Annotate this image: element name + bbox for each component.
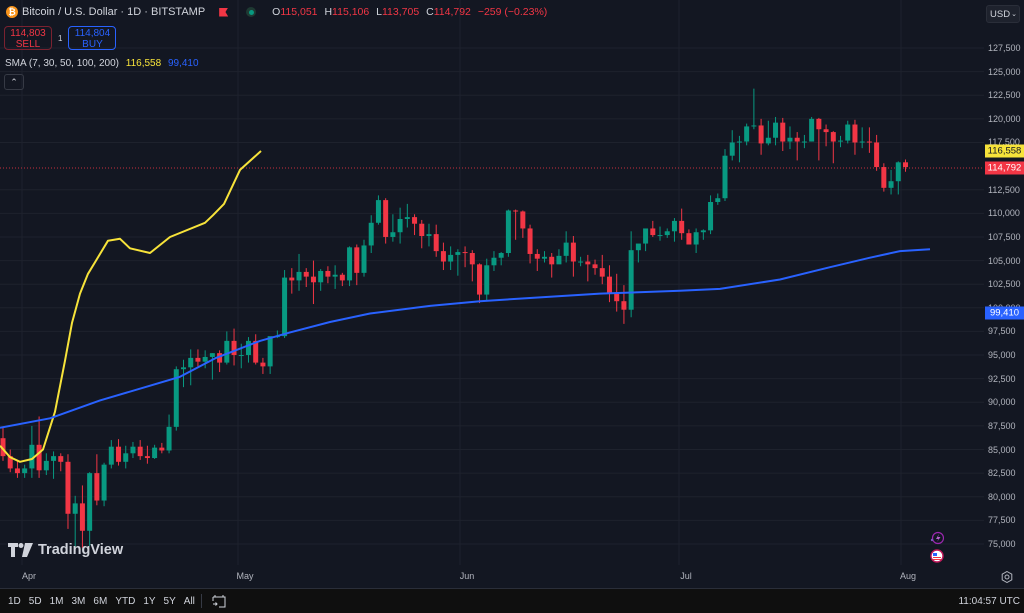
price-axis-label: 122,500 <box>988 90 1021 101</box>
toolbar-divider <box>201 594 202 608</box>
price-axis-label: 85,000 <box>988 444 1016 455</box>
collapse-legend-button[interactable]: ⌃ <box>4 74 24 90</box>
price-axis-label: 120,000 <box>988 113 1021 124</box>
spread-value: 1 <box>58 33 63 43</box>
time-axis-label: Jun <box>459 571 475 581</box>
price-axis-label: 117,500 <box>988 137 1020 148</box>
chevron-down-icon: ⌄ <box>1011 11 1017 18</box>
bottom-toolbar: 1D 5D 1M 3M 6M YTD 1Y 5Y All 11:04:57 UTC <box>0 588 1024 613</box>
change-value: −259 (−0.23%) <box>477 6 548 18</box>
flag-icon[interactable] <box>219 7 229 17</box>
price-axis-label: 92,500 <box>988 373 1016 384</box>
settings-gear-icon[interactable] <box>1001 571 1013 583</box>
buy-button[interactable]: 114,804 BUY <box>68 26 117 50</box>
price-axis-label: 95,000 <box>988 350 1016 361</box>
price-axis-label: 75,000 <box>988 539 1016 549</box>
price-badge: 114,792 <box>985 161 1024 175</box>
chevron-up-icon: ⌃ <box>10 77 18 87</box>
utc-clock[interactable]: 11:04:57 UTC <box>958 596 1020 607</box>
sma-indicator-legend[interactable]: SMA (7, 30, 50, 100, 200) 116,558 99,410 <box>5 58 199 69</box>
sma-value-slow: 99,410 <box>167 58 199 69</box>
time-axis-label: Aug <box>899 571 917 581</box>
trade-buttons: 114,803 SELL 1 114,804 BUY <box>4 26 117 50</box>
sma-value-fast: 116,558 <box>125 58 162 69</box>
price-axis-label: 82,500 <box>988 468 1016 479</box>
price-axis-label: 112,500 <box>988 184 1020 195</box>
us-economic-event-icon[interactable] <box>930 549 944 563</box>
time-axis-label: Apr <box>21 571 37 581</box>
sell-button[interactable]: 114,803 SELL <box>4 26 52 50</box>
price-axis-label: 107,500 <box>988 231 1021 242</box>
symbol-title[interactable]: Bitcoin / U.S. Dollar · 1D · BITSTAMP <box>22 6 206 18</box>
price-axis-label: 110,000 <box>988 208 1020 219</box>
range-button-all[interactable]: All <box>183 596 195 607</box>
price-axis-label: 77,500 <box>988 515 1016 526</box>
time-axis-label: Jul <box>680 571 692 581</box>
range-button-3m[interactable]: 3M <box>71 596 86 607</box>
range-button-5y[interactable]: 5Y <box>163 596 176 607</box>
time-axis-label: May <box>236 571 254 581</box>
price-badge: 116,558 <box>985 144 1024 158</box>
price-chart[interactable] <box>0 0 1024 588</box>
symbol-legend: ₿ Bitcoin / U.S. Dollar · 1D · BITSTAMP … <box>6 6 551 18</box>
price-axis-label: 97,500 <box>988 326 1016 337</box>
price-axis-label: 127,500 <box>988 43 1021 53</box>
price-axis-label: 87,500 <box>988 420 1016 431</box>
range-button-6m[interactable]: 6M <box>93 596 108 607</box>
bitcoin-icon: ₿ <box>6 6 18 18</box>
price-axis-label: 102,500 <box>988 279 1021 290</box>
range-button-ytd[interactable]: YTD <box>115 596 136 607</box>
range-button-1d[interactable]: 1D <box>8 596 21 607</box>
range-button-1y[interactable]: 1Y <box>143 596 156 607</box>
price-axis-label: 90,000 <box>988 397 1016 408</box>
range-button-5d[interactable]: 5D <box>28 596 42 607</box>
event-lightning-icon[interactable] <box>930 531 944 545</box>
ohlc-values: O115,051 H115,106 L113,705 C114,792 −259… <box>272 6 548 18</box>
price-axis-label: 80,000 <box>988 491 1016 502</box>
price-badge: 99,410 <box>985 306 1024 320</box>
range-buttons: 1D 5D 1M 3M 6M YTD 1Y 5Y All <box>8 596 195 607</box>
calendar-goto-date-icon[interactable] <box>212 594 226 608</box>
price-axis-label: 105,000 <box>988 255 1021 266</box>
chart-area[interactable]: ₿ Bitcoin / U.S. Dollar · 1D · BITSTAMP … <box>0 0 1024 588</box>
price-axis-label: 125,000 <box>988 66 1021 77</box>
market-status-icon[interactable] <box>246 7 257 17</box>
sma-label: SMA (7, 30, 50, 100, 200) <box>5 58 119 69</box>
currency-select[interactable]: USD ⌄ <box>986 5 1020 23</box>
range-button-1m[interactable]: 1M <box>49 596 64 607</box>
tradingview-logo-icon <box>8 543 33 557</box>
tradingview-logo[interactable]: TradingView <box>8 542 123 558</box>
